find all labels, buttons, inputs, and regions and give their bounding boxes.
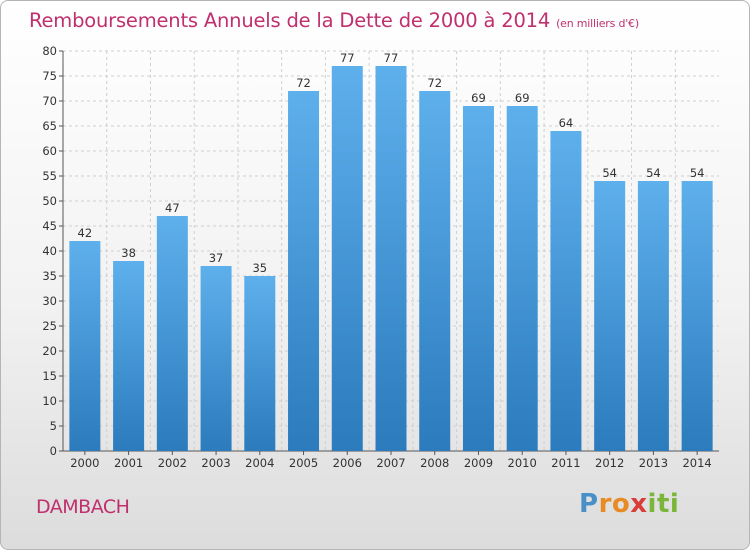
- logo-letter: o: [611, 489, 631, 519]
- value-label: 69: [471, 91, 486, 105]
- value-label: 37: [209, 251, 224, 265]
- value-label: 47: [165, 201, 180, 215]
- bar: [681, 181, 713, 451]
- y-tick-label: 80: [42, 44, 57, 58]
- bar: [462, 106, 494, 451]
- value-label: 64: [559, 116, 574, 130]
- value-label: 72: [427, 76, 442, 90]
- y-tick-label: 70: [42, 94, 57, 108]
- y-tick-label: 55: [42, 169, 57, 183]
- value-label: 72: [296, 76, 311, 90]
- bar: [156, 216, 188, 451]
- y-tick-label: 20: [42, 344, 57, 358]
- bars: [69, 66, 713, 451]
- bar: [113, 261, 145, 451]
- bar: [200, 266, 232, 451]
- value-label: 35: [252, 261, 267, 275]
- logo-letter: i: [669, 489, 680, 519]
- bar: [419, 91, 451, 451]
- y-tick-label: 10: [42, 394, 57, 408]
- labels: 0 5 10 15 20 25 30 35 40 45 50 55 60 65 70 75 80 42 2000 38…: [42, 44, 711, 470]
- bar: [244, 276, 276, 451]
- value-label: 77: [340, 51, 355, 65]
- y-tick-label: 60: [42, 144, 57, 158]
- value-label: 54: [690, 166, 705, 180]
- bar: [331, 66, 363, 451]
- logo-letter: t: [656, 489, 670, 519]
- value-label: 54: [646, 166, 661, 180]
- y-tick-label: 40: [42, 244, 57, 258]
- bar: [69, 241, 101, 451]
- y-tick-label: 65: [42, 119, 57, 133]
- logo-letter: r: [598, 489, 612, 519]
- chart-title: Remboursements Annuels de la Dette de 20…: [29, 9, 639, 32]
- value-label: 38: [121, 246, 136, 260]
- bar: [550, 131, 582, 451]
- x-tick-label: 2010: [508, 456, 537, 470]
- logo-letter: P: [579, 489, 599, 519]
- y-tick-label: 15: [42, 369, 57, 383]
- y-tick-label: 0: [50, 444, 57, 458]
- x-tick-label: 2007: [376, 456, 405, 470]
- x-tick-label: 2002: [158, 456, 187, 470]
- x-tick-label: 2011: [551, 456, 580, 470]
- bar: [375, 66, 407, 451]
- logo-letter: x: [630, 489, 648, 519]
- y-tick-label: 25: [42, 319, 57, 333]
- proxiti-logo: Proxiti: [579, 489, 679, 519]
- title-text: Remboursements Annuels de la Dette de 20…: [29, 9, 551, 32]
- bar: [637, 181, 669, 451]
- x-tick-label: 2001: [114, 456, 143, 470]
- y-tick-label: 50: [42, 194, 57, 208]
- bar: [506, 106, 538, 451]
- y-tick-label: 30: [42, 294, 57, 308]
- bar: [594, 181, 626, 451]
- x-tick-label: 2008: [420, 456, 449, 470]
- x-tick-label: 2014: [682, 456, 711, 470]
- x-tick-label: 2000: [70, 456, 99, 470]
- x-tick-label: 2005: [289, 456, 318, 470]
- value-label: 54: [602, 166, 617, 180]
- y-tick-label: 5: [50, 419, 57, 433]
- x-tick-label: 2006: [333, 456, 362, 470]
- value-label: 42: [78, 226, 93, 240]
- x-tick-label: 2004: [245, 456, 274, 470]
- town-name: DAMBACH: [36, 496, 130, 518]
- unit-note: (en milliers d'€): [556, 17, 639, 30]
- y-tick-label: 75: [42, 69, 57, 83]
- x-tick-label: 2009: [464, 456, 493, 470]
- x-tick-label: 2013: [639, 456, 668, 470]
- x-tick-label: 2012: [595, 456, 624, 470]
- value-label: 69: [515, 91, 530, 105]
- y-tick-label: 45: [42, 219, 57, 233]
- value-label: 77: [384, 51, 399, 65]
- x-tick-label: 2003: [201, 456, 230, 470]
- y-tick-label: 35: [42, 269, 57, 283]
- logo-letter: i: [647, 489, 657, 519]
- bar: [288, 91, 320, 451]
